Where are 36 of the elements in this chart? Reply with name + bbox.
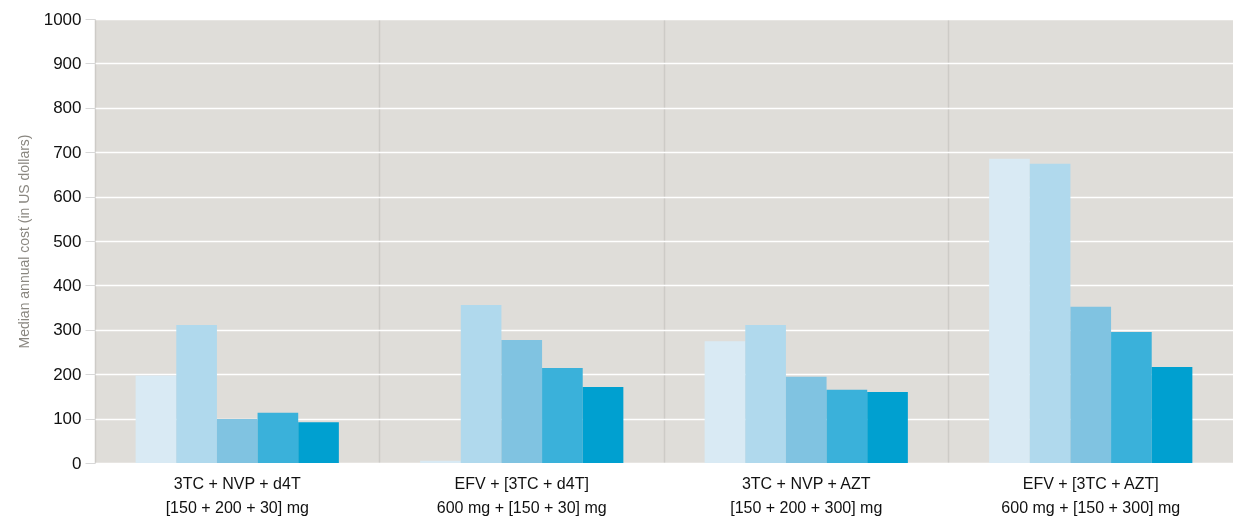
bar — [257, 412, 299, 463]
y-tick-label: 200 — [53, 364, 82, 384]
y-tick-label: 900 — [53, 53, 82, 73]
bar — [785, 376, 827, 463]
y-tick-label: 1000 — [43, 9, 82, 29]
y-tick-label: 0 — [72, 453, 82, 473]
x-tick-label: EFV + [3TC + AZT] 600 mg + [150 + 300] mg — [1001, 474, 1181, 516]
y-tick-label: 300 — [53, 320, 82, 340]
x-tick-label: EFV + [3TC + d4T] 600 mg + [150 + 30] mg — [436, 474, 607, 516]
bar — [460, 304, 502, 463]
bar — [542, 367, 583, 463]
bar — [1111, 332, 1152, 463]
bar — [135, 375, 177, 463]
bar — [298, 422, 339, 463]
bar — [582, 387, 624, 463]
bar — [1070, 306, 1112, 463]
y-tick-label: 100 — [53, 409, 82, 429]
bar — [989, 158, 1030, 463]
x-tick-label: 3TC + NVP + AZT [150 + 200 + 300] mg — [730, 474, 883, 516]
bar — [420, 460, 461, 463]
y-tick-label: 800 — [53, 98, 82, 118]
y-axis-title: Median annual cost (in US dollars) — [15, 134, 32, 349]
y-tick-label: 400 — [53, 275, 82, 295]
bar — [867, 391, 908, 463]
bar — [826, 389, 868, 463]
bar — [745, 324, 786, 463]
y-tick-label: 600 — [53, 187, 82, 207]
bar — [1151, 367, 1193, 463]
bar — [176, 324, 217, 463]
x-tick-label: 3TC + NVP + d4T [150 + 200 + 30] mg — [165, 474, 309, 516]
bar — [216, 419, 258, 463]
y-tick-label: 500 — [53, 231, 82, 251]
bar — [704, 341, 746, 463]
bar — [501, 340, 543, 463]
y-tick-label: 700 — [53, 142, 82, 162]
bar — [1029, 163, 1071, 463]
